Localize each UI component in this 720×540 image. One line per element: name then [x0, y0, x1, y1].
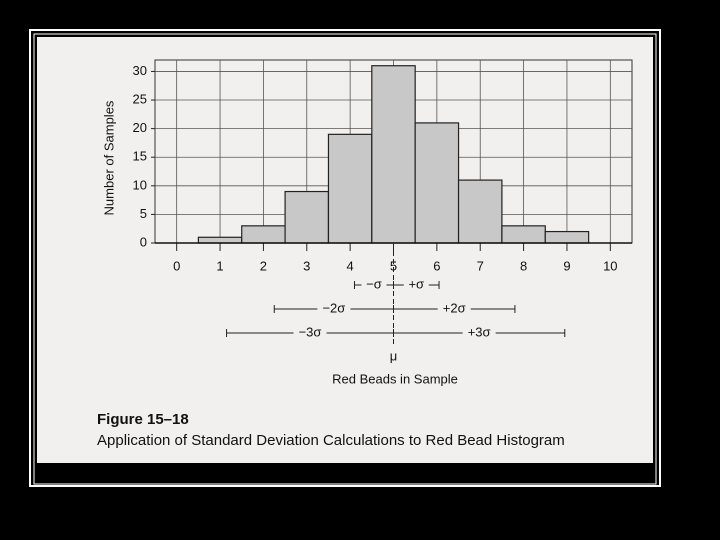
scan	[37, 37, 653, 463]
caption: Application of Standard Deviation Calcul…	[97, 432, 565, 449]
y-tick-label: 5	[140, 206, 147, 221]
sigma-label: −3σ	[299, 324, 322, 339]
x-tick-label: 9	[563, 258, 570, 273]
bar	[544, 230, 590, 244]
x-tick-label: 2	[260, 258, 267, 273]
y-tick-label: 30	[133, 63, 147, 78]
x-tick-label: 0	[173, 258, 180, 273]
frame-inner	[33, 33, 657, 485]
x-axis-label: Red Beads in Sample	[332, 371, 458, 386]
y-tick-label: 25	[133, 91, 147, 106]
bar	[284, 190, 330, 244]
x-tick-label: 6	[433, 258, 440, 273]
sigma-label: −σ	[366, 276, 382, 291]
sigma-label-bg	[403, 277, 429, 293]
sigma-label-bg	[293, 325, 327, 341]
figure-number: Figure 15–18	[97, 411, 189, 428]
x-tick-label: 3	[303, 258, 310, 273]
y-tick-label: 20	[133, 120, 147, 135]
sigma-label: +2σ	[443, 300, 466, 315]
mu-label: μ	[390, 348, 398, 363]
x-tick-label: 1	[216, 258, 223, 273]
sigma-label-bg	[437, 301, 471, 317]
x-tick-label: 5	[390, 258, 397, 273]
bar	[371, 65, 416, 244]
x-tick-label: 8	[520, 258, 527, 273]
bar	[457, 179, 503, 244]
y-tick-label: 10	[133, 177, 147, 192]
bar	[197, 236, 243, 244]
x-tick-label: 7	[477, 258, 484, 273]
sigma-label: +3σ	[468, 324, 491, 339]
y-axis-label: Number of Samples	[101, 100, 116, 215]
frame-outer	[29, 29, 661, 487]
bar	[241, 225, 286, 244]
sigma-label-bg	[317, 301, 351, 317]
x-tick-label: 4	[347, 258, 354, 273]
sigma-label: +σ	[408, 276, 424, 291]
x-tick-label: 10	[603, 258, 617, 273]
bar	[414, 122, 460, 244]
sigma-label-bg	[361, 277, 387, 293]
y-tick-label: 15	[133, 149, 147, 164]
sigma-label: −2σ	[322, 300, 345, 315]
sigma-label-bg	[462, 325, 496, 341]
y-tick-label: 0	[140, 234, 147, 249]
bar	[501, 225, 546, 244]
bar	[327, 133, 373, 244]
